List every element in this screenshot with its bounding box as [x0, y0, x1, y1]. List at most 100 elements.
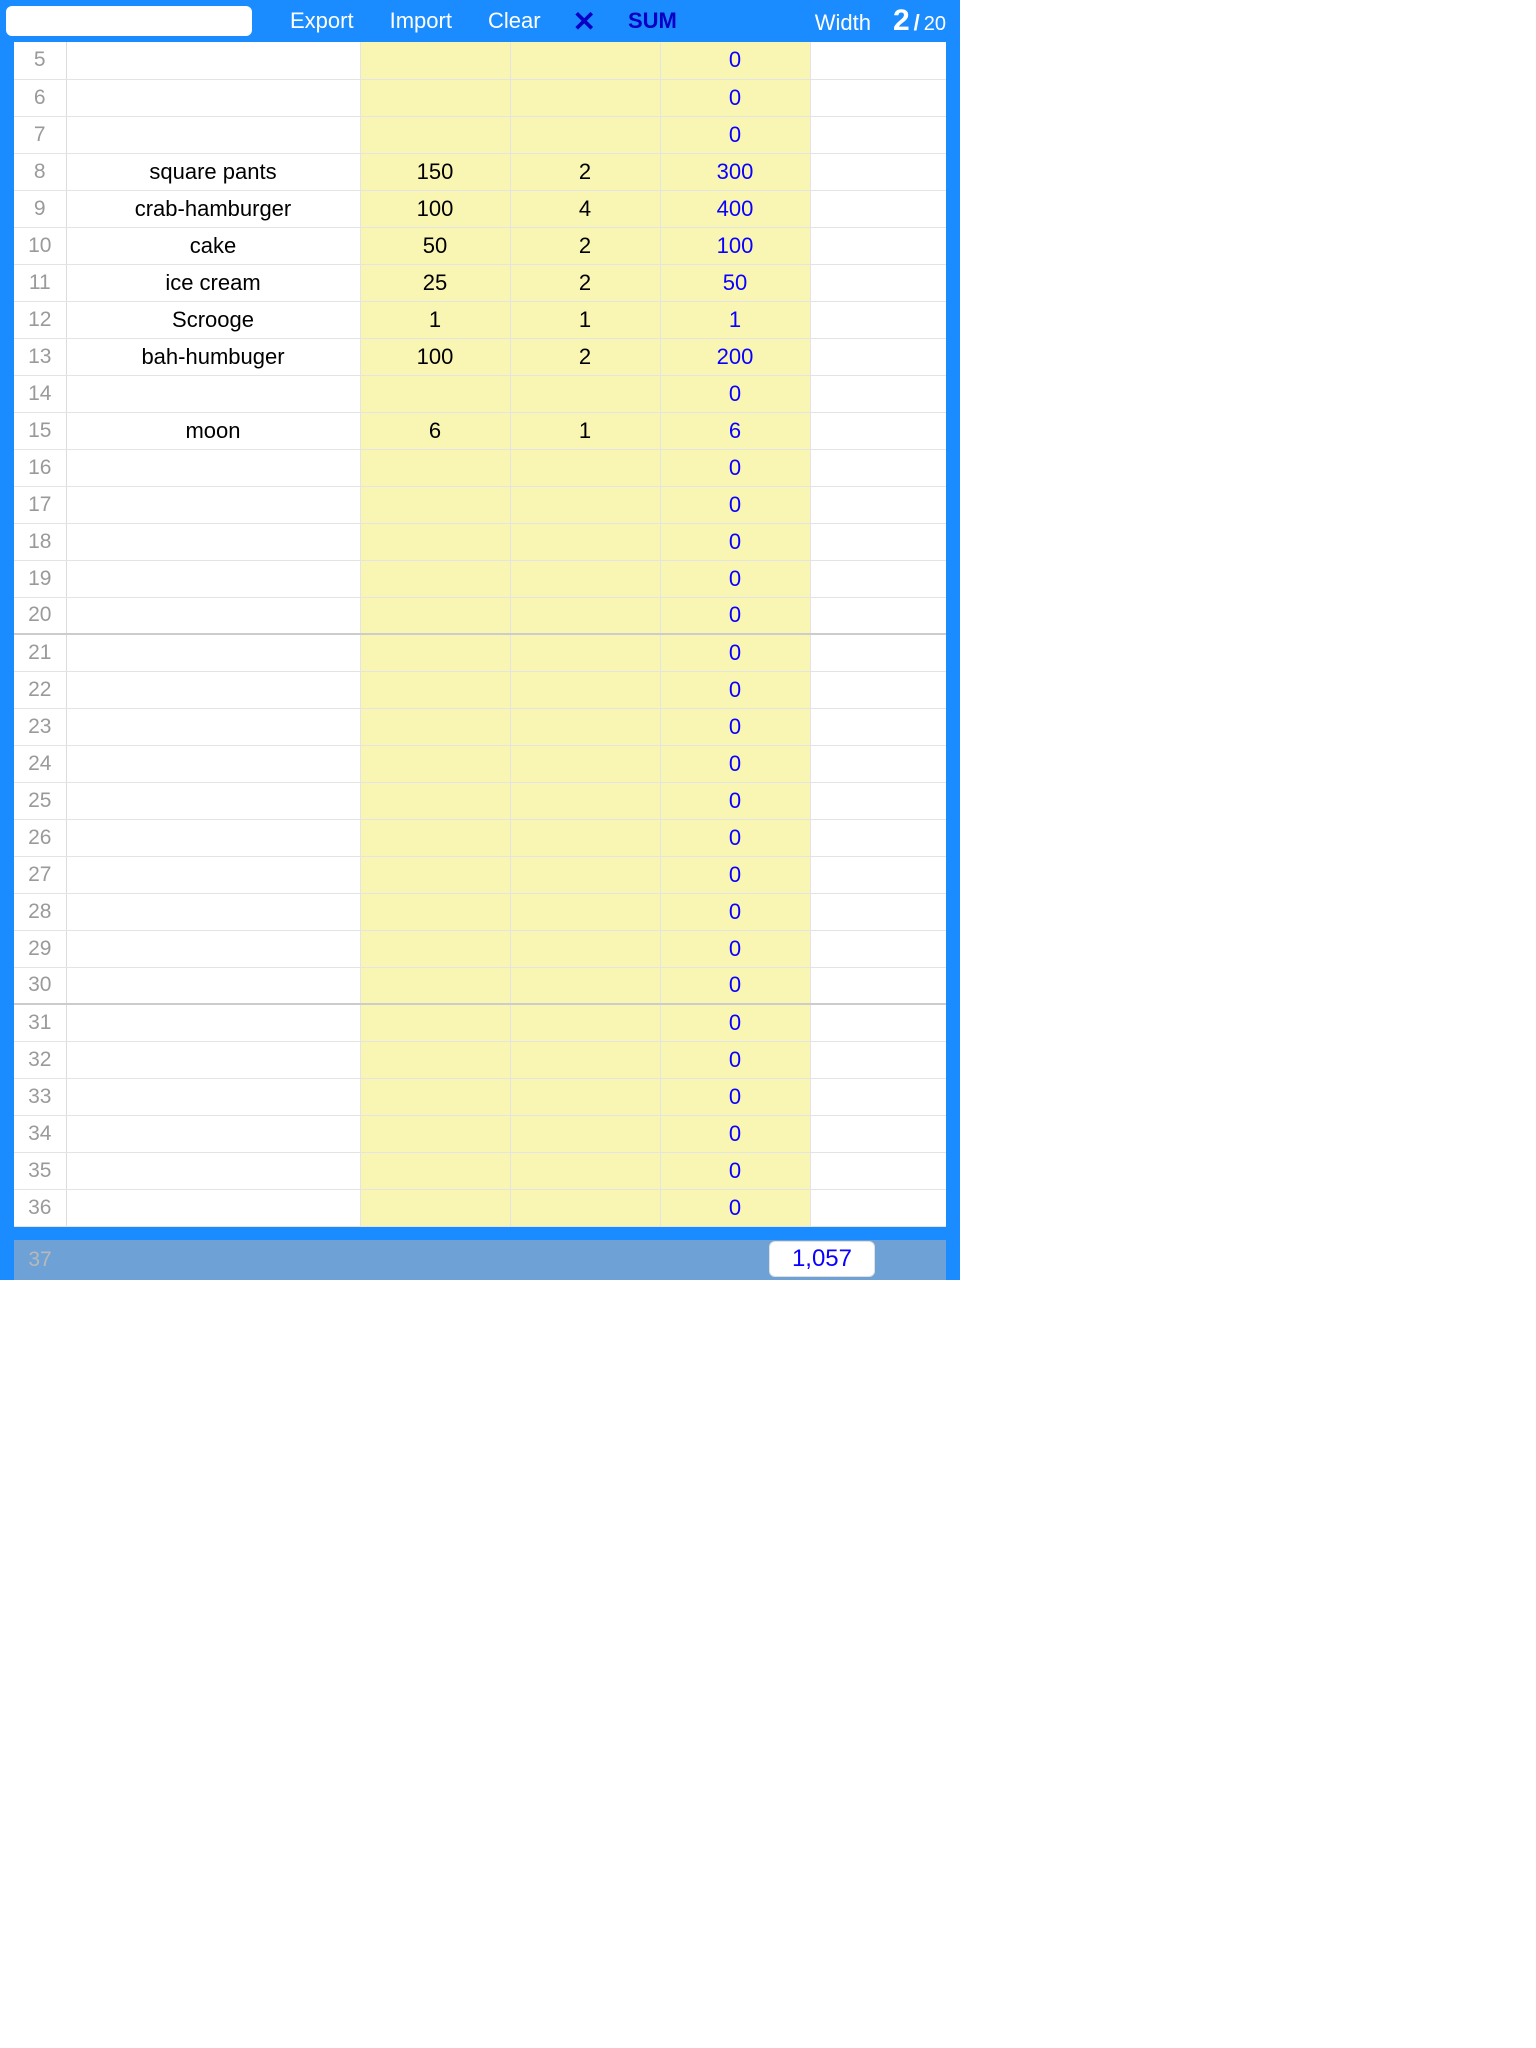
cell-name[interactable]: [66, 1189, 360, 1226]
cell-name[interactable]: [66, 116, 360, 153]
cell-name[interactable]: [66, 486, 360, 523]
cell-empty[interactable]: [810, 412, 946, 449]
cell-empty[interactable]: [810, 1189, 946, 1226]
cell-value-2[interactable]: [510, 671, 660, 708]
cell-result[interactable]: 0: [660, 597, 810, 634]
cell-empty[interactable]: [810, 782, 946, 819]
cell-result[interactable]: 0: [660, 893, 810, 930]
cell-value-2[interactable]: 1: [510, 301, 660, 338]
cell-value-1[interactable]: [360, 1152, 510, 1189]
cell-result[interactable]: 0: [660, 1078, 810, 1115]
cell-value-1[interactable]: [360, 449, 510, 486]
cell-value-1[interactable]: [360, 486, 510, 523]
cell-value-2[interactable]: [510, 856, 660, 893]
cell-value-1[interactable]: [360, 782, 510, 819]
cell-value-2[interactable]: [510, 745, 660, 782]
cell-value-1[interactable]: [360, 819, 510, 856]
cell-result[interactable]: 0: [660, 375, 810, 412]
cell-empty[interactable]: [810, 967, 946, 1004]
cell-result[interactable]: 0: [660, 782, 810, 819]
cell-name[interactable]: [66, 1004, 360, 1041]
cell-empty[interactable]: [810, 1115, 946, 1152]
cell-result[interactable]: 0: [660, 1041, 810, 1078]
cell-empty[interactable]: [810, 671, 946, 708]
import-button[interactable]: Import: [372, 8, 470, 34]
cell-value-2[interactable]: 2: [510, 338, 660, 375]
cell-result[interactable]: 50: [660, 264, 810, 301]
cell-value-2[interactable]: [510, 930, 660, 967]
cell-value-1[interactable]: [360, 634, 510, 671]
cell-result[interactable]: 6: [660, 412, 810, 449]
cell-name[interactable]: [66, 42, 360, 79]
cell-empty[interactable]: [810, 856, 946, 893]
cell-value-1[interactable]: [360, 116, 510, 153]
cell-result[interactable]: 0: [660, 1115, 810, 1152]
cell-value-1[interactable]: [360, 1078, 510, 1115]
cell-name[interactable]: moon: [66, 412, 360, 449]
cell-empty[interactable]: [810, 116, 946, 153]
cell-value-2[interactable]: [510, 449, 660, 486]
sheet-area[interactable]: 5060708square pants15023009crab-hamburge…: [14, 42, 946, 1280]
cell-name[interactable]: ice cream: [66, 264, 360, 301]
cell-name[interactable]: [66, 708, 360, 745]
cell-value-1[interactable]: [360, 967, 510, 1004]
cell-result[interactable]: 1: [660, 301, 810, 338]
cell-empty[interactable]: [810, 1078, 946, 1115]
cell-name[interactable]: [66, 523, 360, 560]
cell-value-1[interactable]: [360, 1189, 510, 1226]
cell-empty[interactable]: [810, 338, 946, 375]
cell-value-1[interactable]: [360, 671, 510, 708]
cell-empty[interactable]: [810, 1004, 946, 1041]
cell-result[interactable]: 0: [660, 634, 810, 671]
cell-value-2[interactable]: [510, 1004, 660, 1041]
cell-result[interactable]: 0: [660, 930, 810, 967]
cell-value-2[interactable]: [510, 1189, 660, 1226]
cell-value-1[interactable]: [360, 856, 510, 893]
cell-value-1[interactable]: [360, 1004, 510, 1041]
cell-value-1[interactable]: 1: [360, 301, 510, 338]
cell-empty[interactable]: [810, 79, 946, 116]
cell-value-2[interactable]: [510, 1041, 660, 1078]
formula-input[interactable]: [6, 6, 252, 36]
cell-value-2[interactable]: [510, 597, 660, 634]
cell-value-2[interactable]: 4: [510, 190, 660, 227]
cell-empty[interactable]: [810, 745, 946, 782]
cell-value-1[interactable]: [360, 1115, 510, 1152]
cell-result[interactable]: 0: [660, 1004, 810, 1041]
cell-value-2[interactable]: [510, 1078, 660, 1115]
cell-value-2[interactable]: [510, 523, 660, 560]
cell-name[interactable]: [66, 745, 360, 782]
cell-value-1[interactable]: [360, 597, 510, 634]
cell-name[interactable]: [66, 671, 360, 708]
cell-name[interactable]: [66, 819, 360, 856]
cell-name[interactable]: [66, 1152, 360, 1189]
cell-value-1[interactable]: 6: [360, 412, 510, 449]
cell-value-1[interactable]: [360, 745, 510, 782]
cell-result[interactable]: 0: [660, 42, 810, 79]
cell-result[interactable]: 200: [660, 338, 810, 375]
cell-value-2[interactable]: [510, 486, 660, 523]
cell-value-1[interactable]: [360, 560, 510, 597]
cell-empty[interactable]: [810, 634, 946, 671]
cell-name[interactable]: crab-hamburger: [66, 190, 360, 227]
cell-empty[interactable]: [810, 893, 946, 930]
operator-button[interactable]: ✕: [559, 5, 610, 38]
aggregate-button[interactable]: SUM: [610, 8, 695, 34]
cell-value-2[interactable]: [510, 634, 660, 671]
cell-empty[interactable]: [810, 523, 946, 560]
cell-name[interactable]: [66, 1115, 360, 1152]
cell-empty[interactable]: [810, 708, 946, 745]
cell-name[interactable]: [66, 634, 360, 671]
cell-value-2[interactable]: [510, 375, 660, 412]
cell-value-2[interactable]: 2: [510, 264, 660, 301]
cell-name[interactable]: [66, 893, 360, 930]
cell-value-1[interactable]: 100: [360, 338, 510, 375]
cell-name[interactable]: bah-humbuger: [66, 338, 360, 375]
cell-empty[interactable]: [810, 486, 946, 523]
cell-value-1[interactable]: 100: [360, 190, 510, 227]
cell-value-2[interactable]: [510, 782, 660, 819]
cell-empty[interactable]: [810, 301, 946, 338]
cell-result[interactable]: 0: [660, 1152, 810, 1189]
cell-name[interactable]: [66, 930, 360, 967]
cell-result[interactable]: 0: [660, 523, 810, 560]
